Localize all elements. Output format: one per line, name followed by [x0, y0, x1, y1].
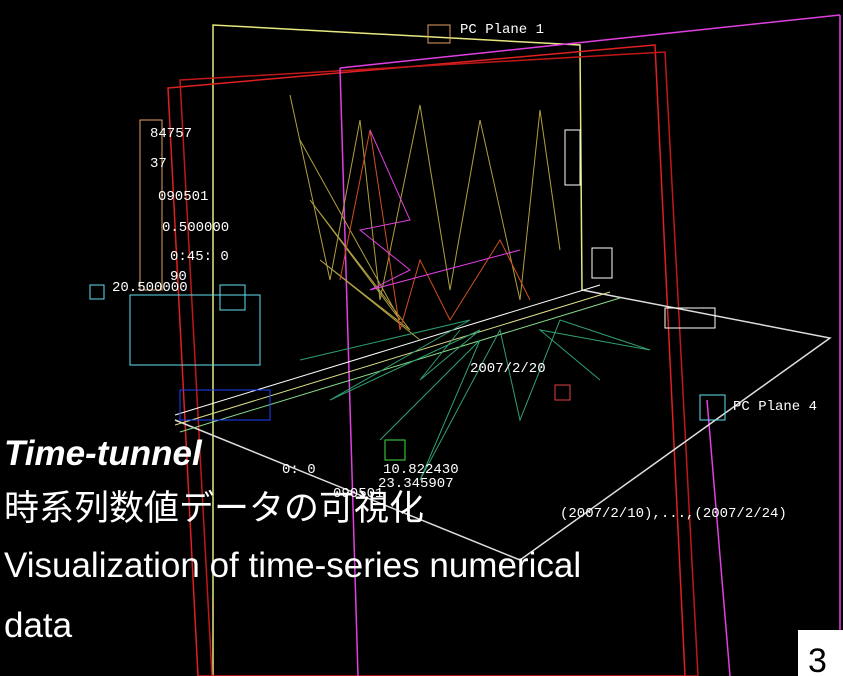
subtitle-en: Visualization of time-series numerical [4, 546, 581, 585]
floor-plane [174, 289, 832, 561]
subtitle-ja: 時系列数値データの可視化 [4, 489, 424, 528]
plane-label: PC Plane 4 [733, 399, 817, 415]
readout: 090501 [333, 486, 383, 502]
boxes [89, 24, 726, 461]
readout: (2007/2/10),...,(2007/2/24) [560, 506, 787, 522]
fan-lines [289, 94, 651, 481]
planes [167, 14, 841, 676]
magenta-plane [339, 14, 841, 69]
readouts: PC Plane 1 PC Plane 4 84757 37 090501 0.… [112, 22, 817, 522]
slide-text: Time-tunnel 時系列数値データの可視化 Visualization o… [4, 434, 843, 676]
subtitle-en: data [4, 606, 73, 645]
readout: 37 [150, 156, 167, 172]
readout: 090501 [158, 189, 208, 205]
red-plane [179, 51, 699, 676]
date-label: 2007/2/20 [470, 361, 546, 377]
readout: 23.345907 [378, 476, 454, 492]
page-number-box [798, 630, 843, 676]
yellow-plane [212, 24, 583, 676]
magenta-plane-edge [706, 399, 731, 676]
readout: 84757 [150, 126, 192, 142]
readout: 90 [170, 269, 187, 285]
readout: 20.500000 [112, 280, 188, 296]
tunnel [174, 284, 621, 433]
readout: 0.500000 [162, 220, 229, 236]
plane-label: PC Plane 1 [460, 22, 544, 38]
readout: 0:45: 0 [170, 249, 229, 265]
page-number: 3 [808, 642, 827, 676]
readout: 10.822430 [383, 462, 459, 478]
red-plane [167, 44, 686, 676]
title: Time-tunnel [4, 434, 203, 473]
readout: 0: 0 [282, 462, 316, 478]
